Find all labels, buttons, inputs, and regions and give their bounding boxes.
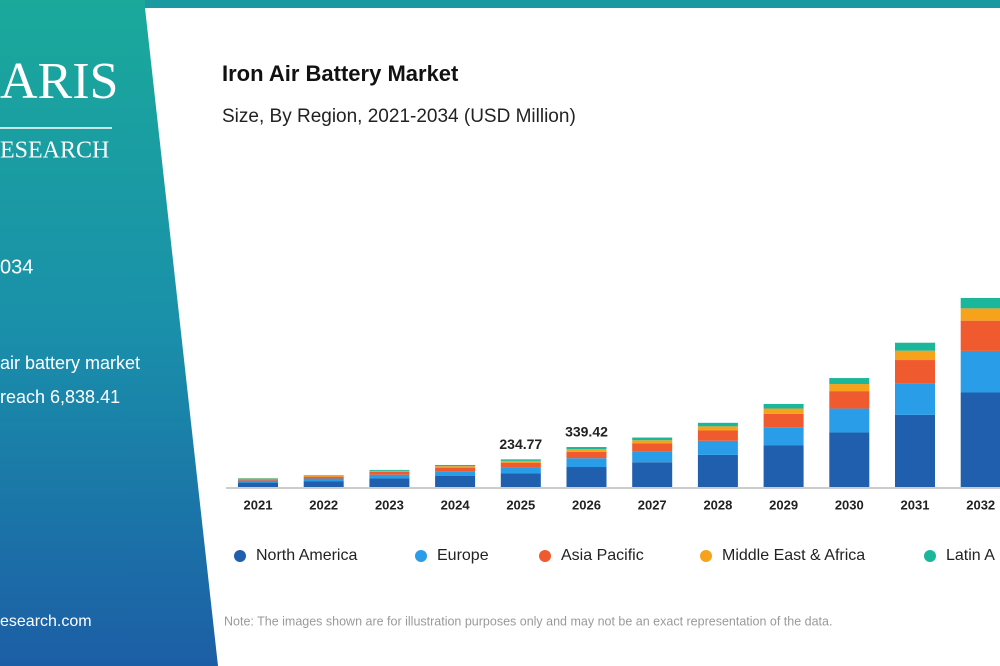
bar-segment bbox=[566, 467, 607, 487]
bar-segment bbox=[500, 462, 541, 468]
bar-segment bbox=[435, 475, 476, 487]
legend-label: North America bbox=[256, 547, 357, 564]
x-tick-label: 2027 bbox=[638, 497, 667, 512]
bar-segment bbox=[369, 471, 410, 475]
bar-segment bbox=[566, 451, 607, 459]
bar-segment bbox=[697, 422, 738, 427]
bar-segment bbox=[632, 451, 673, 463]
card bbox=[145, 8, 1000, 666]
bar-segment bbox=[895, 350, 935, 361]
bar-segment bbox=[500, 467, 541, 474]
bar-segment bbox=[895, 414, 935, 487]
x-tick-label: 2022 bbox=[309, 497, 338, 512]
bar-segment bbox=[435, 466, 476, 468]
bar-segment bbox=[632, 443, 673, 452]
bar-segment bbox=[369, 470, 410, 472]
chart-subtitle: Size, By Region, 2021-2034 (USD Million) bbox=[222, 106, 576, 127]
x-tick-label: 2026 bbox=[572, 497, 601, 512]
legend-label: Latin A bbox=[946, 547, 995, 564]
bar-segment bbox=[369, 474, 410, 479]
legend-marker bbox=[700, 550, 712, 562]
bar-segment bbox=[500, 473, 541, 487]
panel-period: 034 bbox=[0, 256, 33, 278]
top-border bbox=[145, 0, 1000, 8]
bar-segment bbox=[303, 478, 344, 482]
bar-segment bbox=[303, 481, 344, 487]
note: Note: The images shown are for illustrat… bbox=[224, 614, 832, 628]
bar-segment bbox=[303, 475, 344, 476]
bar-segment bbox=[303, 475, 344, 477]
panel-text: reach 6,838.41 bbox=[0, 387, 120, 407]
x-tick-label: 2030 bbox=[835, 497, 864, 512]
bar-segment bbox=[960, 320, 1000, 351]
panel-text: air battery market bbox=[0, 353, 140, 373]
chart-title: Iron Air Battery Market bbox=[222, 61, 459, 86]
bar-segment bbox=[895, 383, 935, 415]
legend-label: Asia Pacific bbox=[561, 547, 644, 564]
bar-segment bbox=[238, 482, 278, 487]
bar-segment bbox=[829, 408, 870, 433]
bar-segment bbox=[500, 460, 541, 463]
bar-segment bbox=[435, 471, 476, 476]
bar-segment bbox=[895, 342, 935, 351]
bar-segment bbox=[960, 308, 1000, 321]
legend-marker bbox=[234, 550, 246, 562]
bar-segment bbox=[435, 464, 476, 467]
legend-marker bbox=[924, 550, 936, 562]
bar-segment bbox=[632, 437, 673, 441]
bar-segment bbox=[829, 432, 870, 487]
x-tick-label: 2021 bbox=[244, 497, 273, 512]
x-tick-label: 2032 bbox=[966, 497, 995, 512]
bar-segment bbox=[895, 360, 935, 384]
bar-segment bbox=[303, 476, 344, 479]
x-tick-label: 2025 bbox=[506, 497, 535, 512]
bar-segment bbox=[697, 440, 738, 455]
bar-segment bbox=[500, 459, 541, 461]
bar-segment bbox=[238, 478, 278, 480]
bar-segment bbox=[369, 478, 410, 487]
legend-marker bbox=[539, 550, 551, 562]
legend-marker bbox=[415, 550, 427, 562]
logo-sub: ESEARCH bbox=[0, 138, 109, 164]
bar-segment bbox=[566, 458, 607, 468]
bar-segment bbox=[435, 467, 476, 472]
bar-segment bbox=[763, 408, 804, 414]
bar-segment bbox=[632, 462, 673, 487]
bar-segment bbox=[697, 430, 738, 441]
bar-segment bbox=[960, 350, 1000, 393]
bar-segment bbox=[566, 447, 607, 450]
bar-segment bbox=[763, 413, 804, 428]
bar-segment bbox=[960, 392, 1000, 487]
website: esearch.com bbox=[0, 613, 92, 630]
logo-brand: ARIS bbox=[0, 53, 118, 110]
bar-segment bbox=[763, 427, 804, 446]
bar-segment bbox=[369, 469, 410, 471]
bar-segment bbox=[697, 426, 738, 431]
total-label: 234.77 bbox=[499, 436, 542, 452]
bar-segment bbox=[829, 391, 870, 409]
legend-label: Middle East & Africa bbox=[722, 547, 865, 564]
legend-label: Europe bbox=[437, 547, 489, 564]
bar-segment bbox=[763, 403, 804, 409]
bar-segment bbox=[566, 449, 607, 452]
bar-segment bbox=[960, 297, 1000, 309]
x-tick-label: 2031 bbox=[901, 497, 930, 512]
x-tick-label: 2024 bbox=[441, 497, 471, 512]
total-label: 339.42 bbox=[565, 424, 608, 440]
x-tick-label: 2029 bbox=[769, 497, 798, 512]
x-tick-label: 2023 bbox=[375, 497, 404, 512]
bar-segment bbox=[697, 454, 738, 487]
bar-segment bbox=[763, 445, 804, 487]
bar-segment bbox=[238, 480, 278, 483]
x-tick-label: 2028 bbox=[703, 497, 732, 512]
bar-segment bbox=[829, 378, 870, 385]
bar-segment bbox=[829, 384, 870, 392]
bar-segment bbox=[632, 440, 673, 444]
bar-segment bbox=[238, 479, 278, 481]
